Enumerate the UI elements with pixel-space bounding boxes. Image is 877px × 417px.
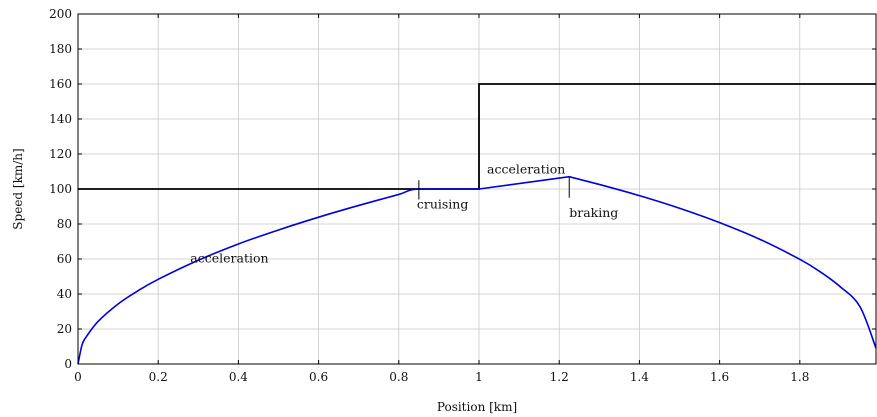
x-tick-label: 0.8	[389, 370, 408, 384]
y-tick-label: 120	[49, 147, 72, 161]
y-tick-label: 200	[49, 7, 72, 21]
y-tick-label: 160	[49, 77, 72, 91]
y-axis-ticks: 0 20 40 60 80 100 120 140 160 180 200	[49, 7, 876, 371]
x-tick-label: 1	[475, 370, 483, 384]
y-tick-label: 140	[49, 112, 72, 126]
y-tick-label: 100	[49, 182, 72, 196]
y-tick-label: 20	[57, 322, 72, 336]
phase-markers	[418, 176, 570, 200]
annotation-label: acceleration	[487, 161, 565, 176]
annotation-label: braking	[569, 205, 618, 220]
x-tick-label: 1.4	[630, 370, 649, 384]
x-tick-label: 0.6	[309, 370, 328, 384]
y-tick-label: 180	[49, 42, 72, 56]
speed-limit-line	[78, 83, 876, 190]
x-tick-label: 1.2	[550, 370, 569, 384]
x-tick-label: 0.4	[229, 370, 248, 384]
y-tick-label: 60	[57, 252, 72, 266]
annotation-label: cruising	[417, 196, 469, 211]
annotations: acceleration cruising acceleration braking	[190, 161, 618, 265]
x-tick-label: 1.6	[710, 370, 729, 384]
series-lines	[77, 83, 877, 365]
y-tick-label: 80	[57, 217, 72, 231]
y-axis-title: Speed [km/h]	[11, 148, 25, 229]
y-tick-label: 40	[57, 287, 72, 301]
x-axis-ticks: 0 0.2 0.4 0.6 0.8 1 1.2 1.4 1.6 1.8	[74, 14, 809, 384]
x-tick-label: 0	[74, 370, 82, 384]
x-axis-title: Position [km]	[437, 400, 517, 414]
annotation-label: acceleration	[190, 251, 268, 266]
x-tick-label: 0.2	[149, 370, 168, 384]
speed-profile-line	[77, 175, 877, 365]
y-tick-label: 0	[64, 357, 72, 371]
x-tick-label: 1.8	[790, 370, 809, 384]
